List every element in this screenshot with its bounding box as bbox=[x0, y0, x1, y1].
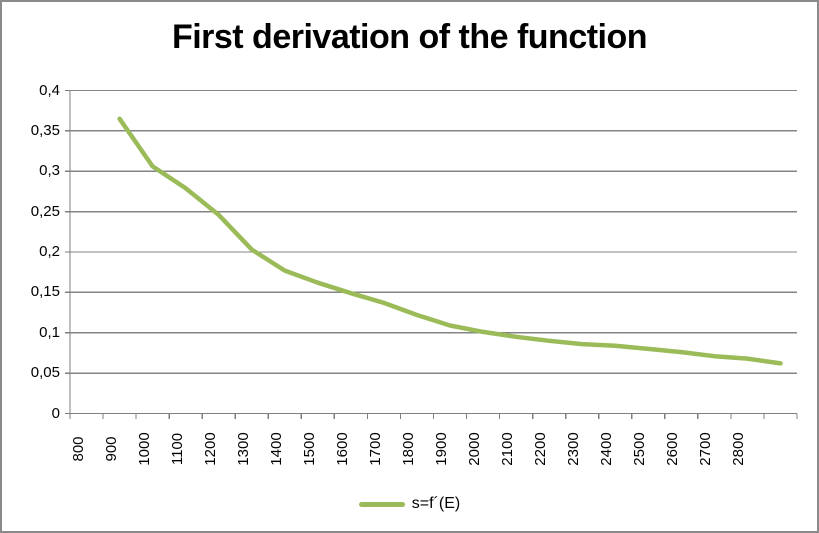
y-tick-label: 0 bbox=[51, 404, 60, 422]
x-tick-label: 1500 bbox=[300, 431, 318, 466]
x-tick-label: 2200 bbox=[532, 431, 550, 466]
y-tick-label: 0,3 bbox=[39, 162, 60, 180]
y-tick-label: 0,4 bbox=[39, 81, 60, 99]
y-tick-label: 0,35 bbox=[30, 121, 60, 139]
x-tick-label: 2700 bbox=[697, 431, 715, 466]
x-tick-label: 1700 bbox=[366, 431, 384, 466]
series-line bbox=[117, 116, 783, 366]
x-tick-label: 800 bbox=[69, 435, 87, 462]
y-tick-label: 0,2 bbox=[39, 243, 60, 260]
x-tick-label: 1200 bbox=[201, 431, 219, 466]
x-tick-label: 2800 bbox=[730, 431, 748, 466]
x-tick-label: 2400 bbox=[598, 431, 616, 466]
x-tick-label: 2600 bbox=[664, 431, 682, 466]
y-tick-label: 0,1 bbox=[39, 323, 60, 341]
x-tick-label: 1800 bbox=[399, 431, 417, 466]
x-tick-label: 1100 bbox=[168, 432, 186, 465]
y-tick-label: 0,05 bbox=[30, 364, 60, 382]
legend-line-swatch bbox=[358, 501, 405, 507]
x-tick-label: 1600 bbox=[333, 431, 351, 466]
x-tick-label: 900 bbox=[102, 435, 120, 462]
x-tick-label: 1300 bbox=[234, 431, 252, 466]
legend-label: s=f´(E) bbox=[411, 495, 461, 512]
x-tick-label: 2300 bbox=[565, 431, 583, 466]
chart-title: First derivation of the function bbox=[171, 18, 648, 56]
x-tick-label: 1900 bbox=[433, 431, 451, 466]
x-tick-label: 1400 bbox=[267, 431, 285, 466]
x-tick-label: 2500 bbox=[631, 431, 649, 466]
y-tick-label: 0,25 bbox=[30, 202, 60, 220]
x-tick-label: 2100 bbox=[499, 431, 517, 466]
legend: s=f´(E) bbox=[2, 495, 817, 513]
x-tick-label: 2000 bbox=[466, 431, 484, 466]
x-tick-label: 1000 bbox=[135, 431, 153, 466]
y-tick-label: 0,15 bbox=[30, 283, 60, 301]
